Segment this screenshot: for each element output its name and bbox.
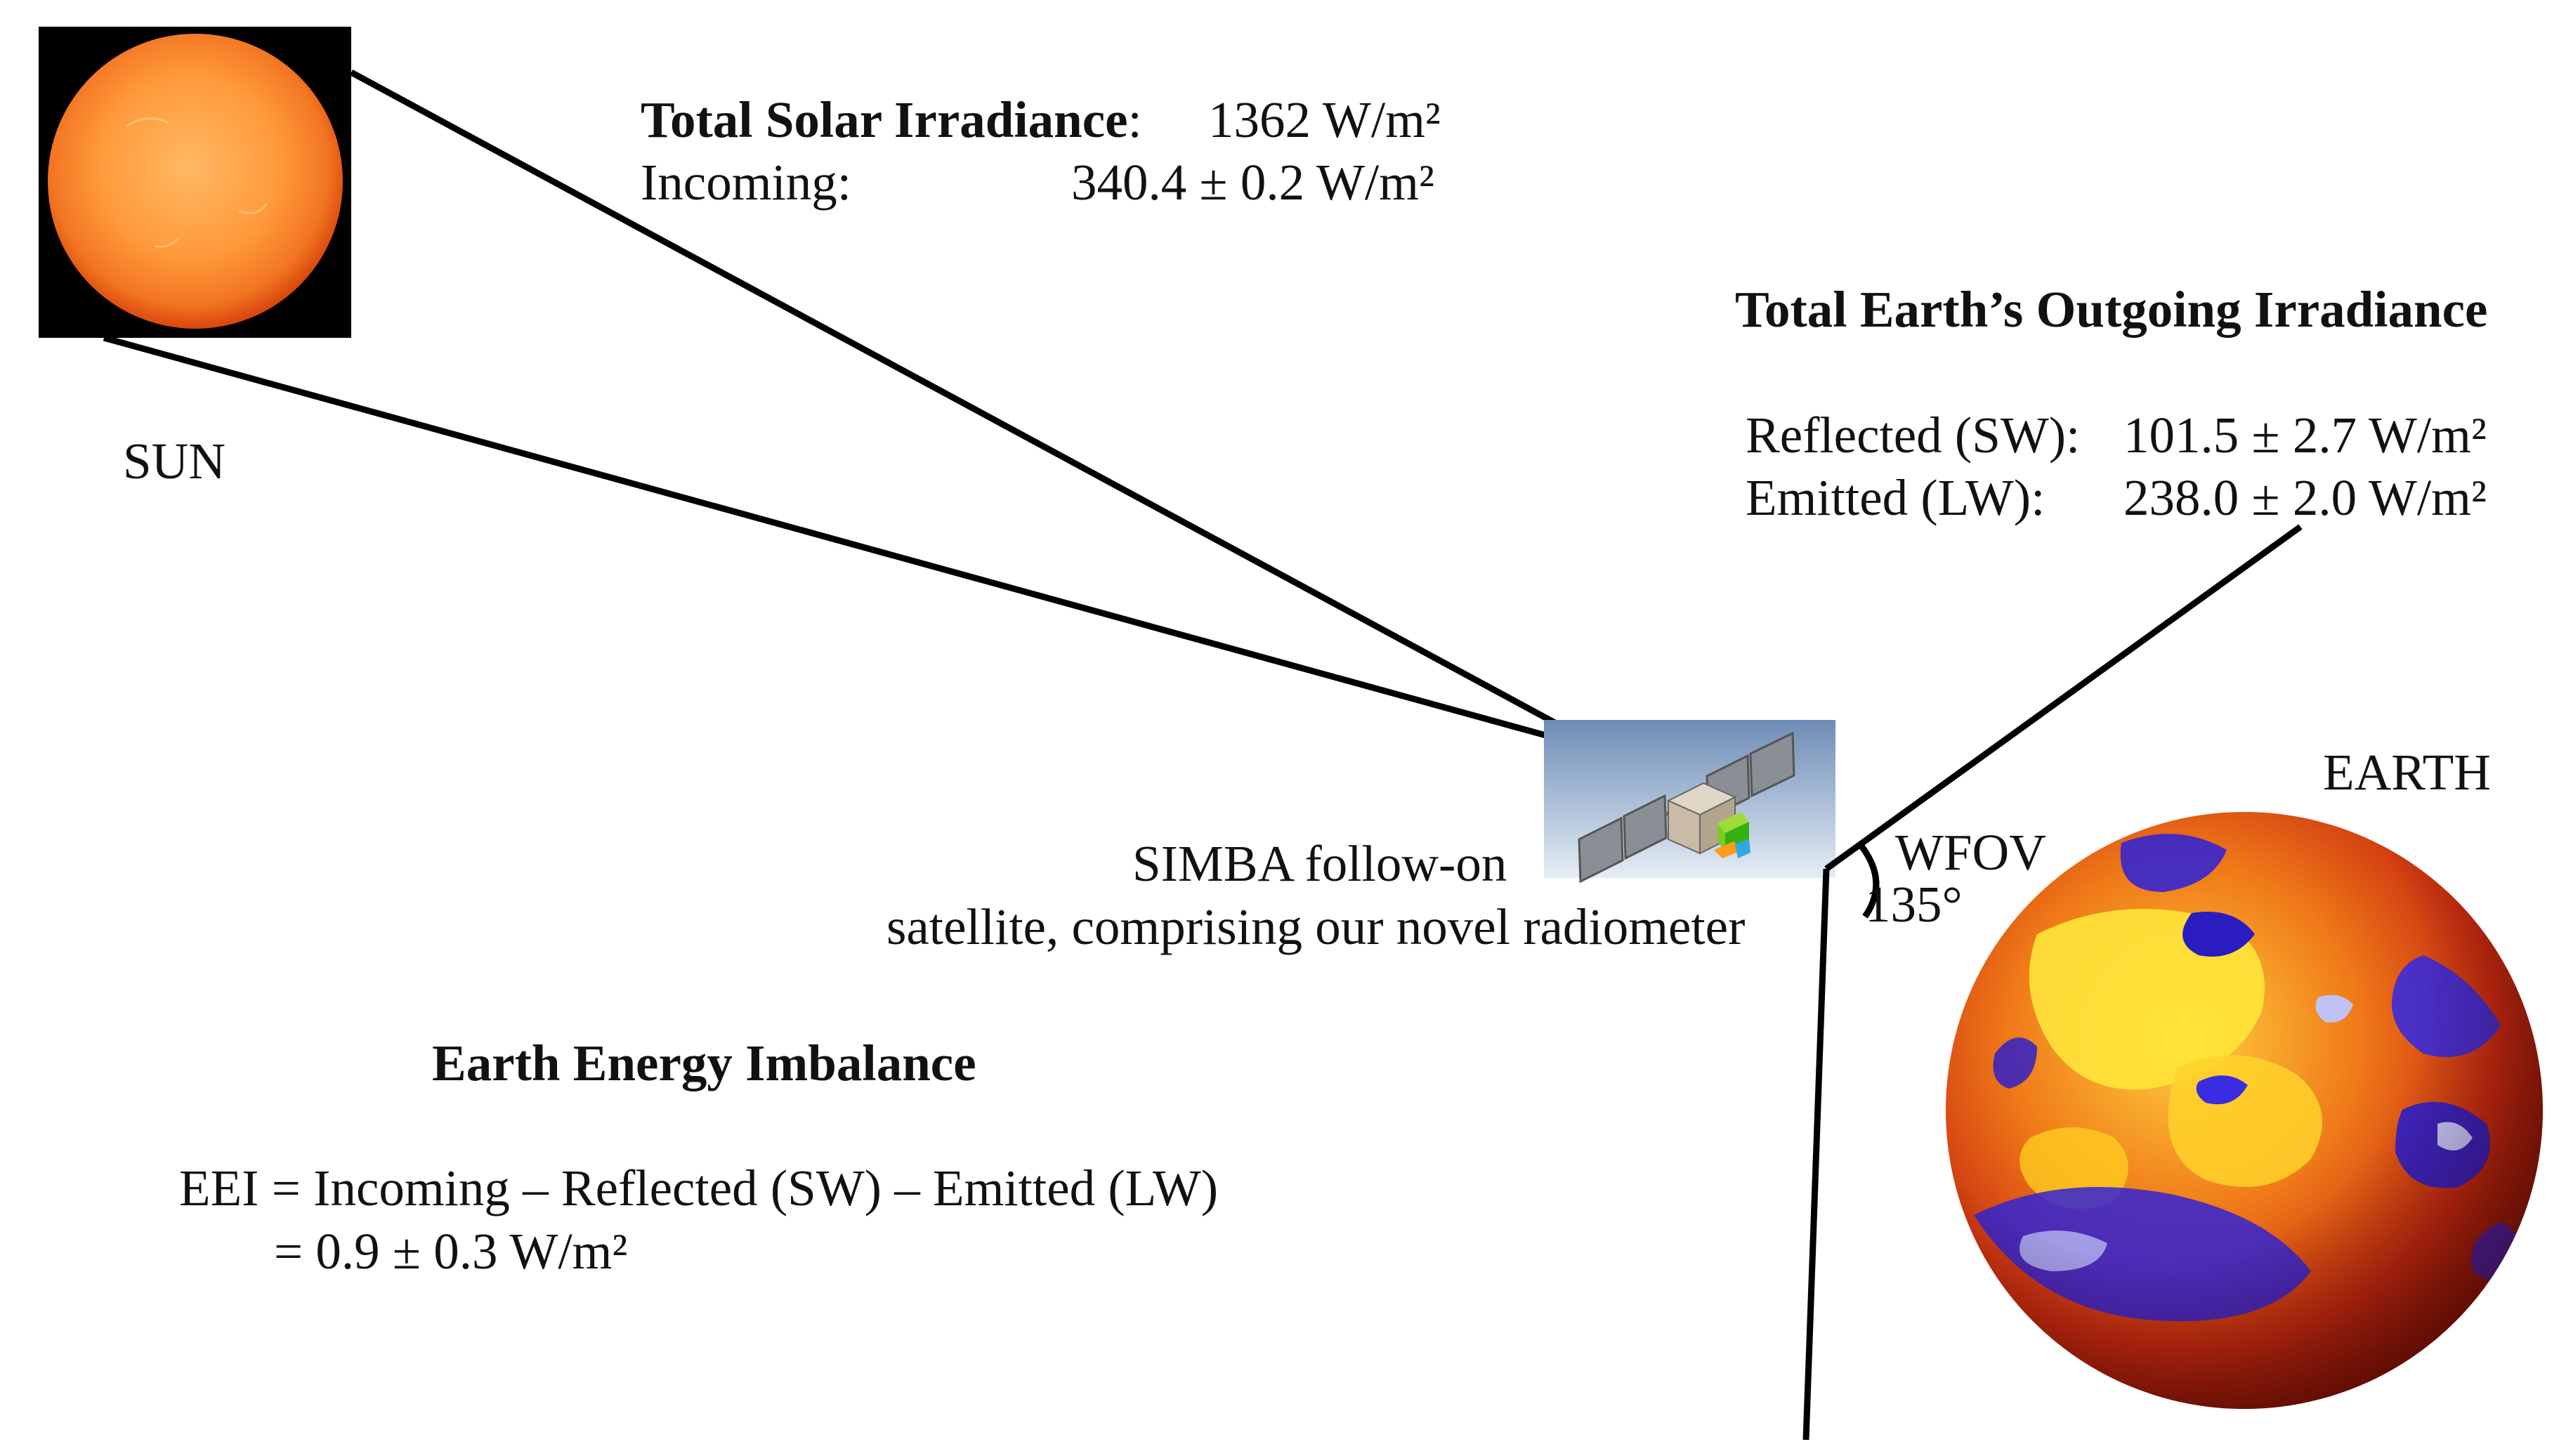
reflected-value: 101.5 ± 2.7 W/m²	[2123, 407, 2487, 464]
tsi-label: Total Solar Irradiance	[641, 91, 1128, 148]
fov-line-upper	[1824, 524, 2303, 872]
earth-outgoing-title: Total Earth’s Outgoing Irradiance	[1735, 281, 2488, 338]
wfov-angle-arc	[1857, 842, 1880, 919]
solar-panel-right-2	[1749, 731, 1795, 798]
tsi-value: 1362 W/m²	[1208, 91, 1441, 148]
wfov-label: WFOV	[1895, 824, 2046, 881]
sun-label: SUN	[123, 433, 226, 490]
satellite-caption-line2: satellite, comprising our novel radiomet…	[886, 898, 1746, 955]
earth-label: EARTH	[2323, 744, 2491, 801]
eei-title: Earth Energy Imbalance	[432, 1035, 976, 1091]
satellite-caption-line1: SIMBA follow-on	[1132, 835, 1507, 892]
fov-line-lower	[1802, 868, 1830, 1441]
sun-ray-upper	[349, 70, 1614, 756]
sun-image	[39, 27, 351, 338]
eei-equation: EEI = Incoming – Reflected (SW) – Emitte…	[179, 1160, 1219, 1216]
solar-panel-left-2	[1623, 794, 1668, 860]
solar-panel-left-1	[1578, 816, 1624, 884]
reflected-label: Reflected (SW):	[1746, 407, 2081, 464]
sun-ray-lower	[103, 334, 1613, 757]
tsi-label-row: Total Solar Irradiance:	[641, 94, 1142, 145]
eei-result: = 0.9 ± 0.3 W/m²	[274, 1223, 628, 1280]
emitted-value: 238.0 ± 2.0 W/m²	[2123, 469, 2487, 526]
sun-disk	[48, 34, 343, 329]
emitted-label: Emitted (LW):	[1746, 469, 2045, 526]
wfov-angle: 135°	[1865, 876, 1963, 933]
incoming-label: Incoming:	[641, 154, 852, 211]
earth-image	[1946, 812, 2543, 1409]
incoming-value: 340.4 ± 0.2 W/m²	[1071, 154, 1434, 211]
tsi-colon: :	[1127, 91, 1142, 148]
satellite-image	[1544, 720, 1835, 884]
